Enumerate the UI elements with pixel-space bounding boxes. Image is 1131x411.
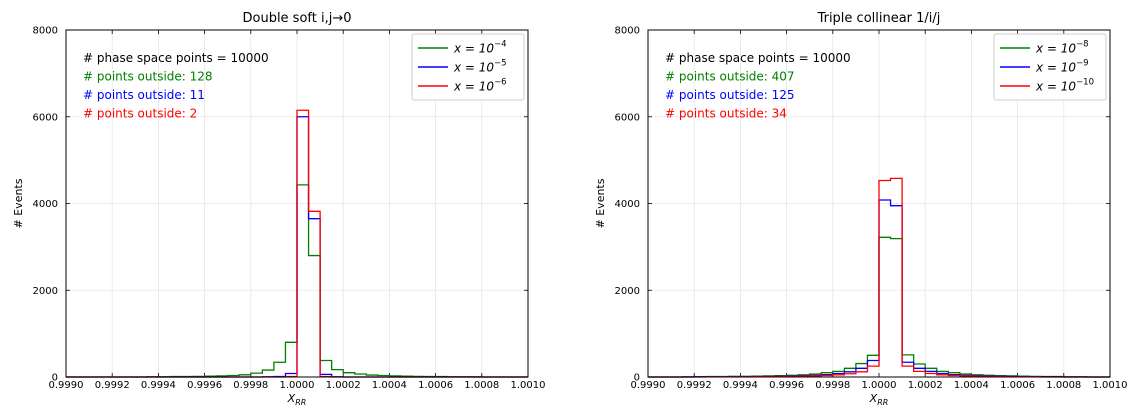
x-tick-label: 1.0002: [908, 380, 943, 391]
legend-label-base: x = 10: [1035, 80, 1076, 94]
legend-label-exponent: −8: [1076, 40, 1089, 50]
annotation-4: # points outside: 2: [83, 107, 197, 121]
y-tick-label: 0: [634, 373, 640, 384]
y-axis-label: # Events: [594, 178, 607, 228]
x-axis-label-main: X: [287, 392, 296, 405]
x-tick-label: 1.0010: [1093, 380, 1128, 391]
annotation-3: # points outside: 125: [665, 88, 795, 102]
x-tick-label: 1.0006: [418, 380, 453, 391]
x-tick-label: 1.0000: [862, 380, 897, 391]
annotation-4: # points outside: 34: [665, 107, 787, 121]
plot-frame: [65, 29, 529, 378]
annotation-2: # points outside: 407: [665, 70, 795, 84]
x-axis-label: XRR: [287, 392, 307, 407]
x-tick-label: 0.9998: [233, 380, 268, 391]
y-tick-label: 4000: [615, 199, 640, 210]
y-tick-label: 2000: [33, 286, 58, 297]
x-tick-label: 0.9994: [141, 380, 176, 391]
y-tick-label: 6000: [615, 112, 640, 123]
x-tick-label: 1.0004: [954, 380, 989, 391]
x-axis-label-main: X: [869, 392, 878, 405]
y-tick-label: 0: [52, 373, 58, 384]
legend-label-3: x = 10−6: [453, 78, 507, 94]
x-tick-label: 1.0004: [372, 380, 407, 391]
x-tick-label: 0.9996: [187, 380, 222, 391]
chart-title: Triple collinear 1/i/j: [817, 11, 941, 26]
legend-label-base: x = 10: [1035, 42, 1076, 56]
legend-label-2: x = 10−9: [1035, 59, 1089, 75]
chart-panel-2: 0.9990 0.9992 0.9994 0.9996 0.9998 1.0000 1.00…: [594, 11, 1128, 407]
y-tick-label: 8000: [33, 26, 58, 37]
legend-label-3: x = 10−10: [1035, 78, 1094, 94]
annotation-1: # phase space points = 10000: [665, 51, 851, 65]
legend-box: [993, 33, 1107, 101]
x-tick-label: 0.9998: [815, 380, 850, 391]
x-tick-label: 0.9996: [769, 380, 804, 391]
x-tick-label: 0.9990: [631, 380, 666, 391]
legend-label-exponent: −6: [494, 78, 507, 88]
plot-frame: [647, 29, 1111, 378]
x-tick-label: 1.0008: [464, 380, 499, 391]
x-tick-label: 0.9994: [723, 380, 758, 391]
y-tick-label: 2000: [615, 286, 640, 297]
x-tick-label: 1.0010: [511, 380, 546, 391]
legend-label-exponent: −4: [494, 40, 507, 50]
legend-label-2: x = 10−5: [453, 59, 507, 75]
legend-label-base: x = 10: [1035, 61, 1076, 75]
x-tick-label: 1.0000: [280, 380, 315, 391]
legend-label-1: x = 10−4: [453, 40, 507, 56]
x-tick-label: 1.0008: [1046, 380, 1081, 391]
x-tick-label: 1.0006: [1000, 380, 1035, 391]
annotation-3: # points outside: 11: [83, 88, 205, 102]
x-tick-label: 0.9992: [95, 380, 130, 391]
chart-panel-1: 0.9990 0.9992 0.9994 0.9996 0.9998 1.0000 1.00…: [12, 11, 546, 407]
x-axis-label-sub: RR: [877, 398, 888, 407]
chart-title: Double soft i,j→0: [242, 11, 351, 26]
x-axis-label: XRR: [869, 392, 889, 407]
legend-label-exponent: −5: [494, 59, 507, 69]
x-tick-label: 0.9992: [677, 380, 712, 391]
legend-label-base: x = 10: [453, 80, 494, 94]
legend-label-base: x = 10: [453, 42, 494, 56]
legend-label-exponent: −9: [1076, 59, 1089, 69]
legend-label-1: x = 10−8: [1035, 40, 1089, 56]
annotation-2: # points outside: 128: [83, 70, 213, 84]
legend-label-exponent: −10: [1076, 78, 1094, 88]
legend-label-base: x = 10: [453, 61, 494, 75]
y-tick-label: 6000: [33, 112, 58, 123]
y-tick-label: 4000: [33, 199, 58, 210]
y-axis-label: # Events: [12, 178, 25, 228]
annotation-1: # phase space points = 10000: [83, 51, 269, 65]
x-tick-label: 1.0002: [326, 380, 361, 391]
x-axis-label-sub: RR: [295, 398, 306, 407]
x-tick-label: 0.9990: [49, 380, 84, 391]
y-tick-label: 8000: [615, 26, 640, 37]
legend-box: [411, 33, 525, 101]
